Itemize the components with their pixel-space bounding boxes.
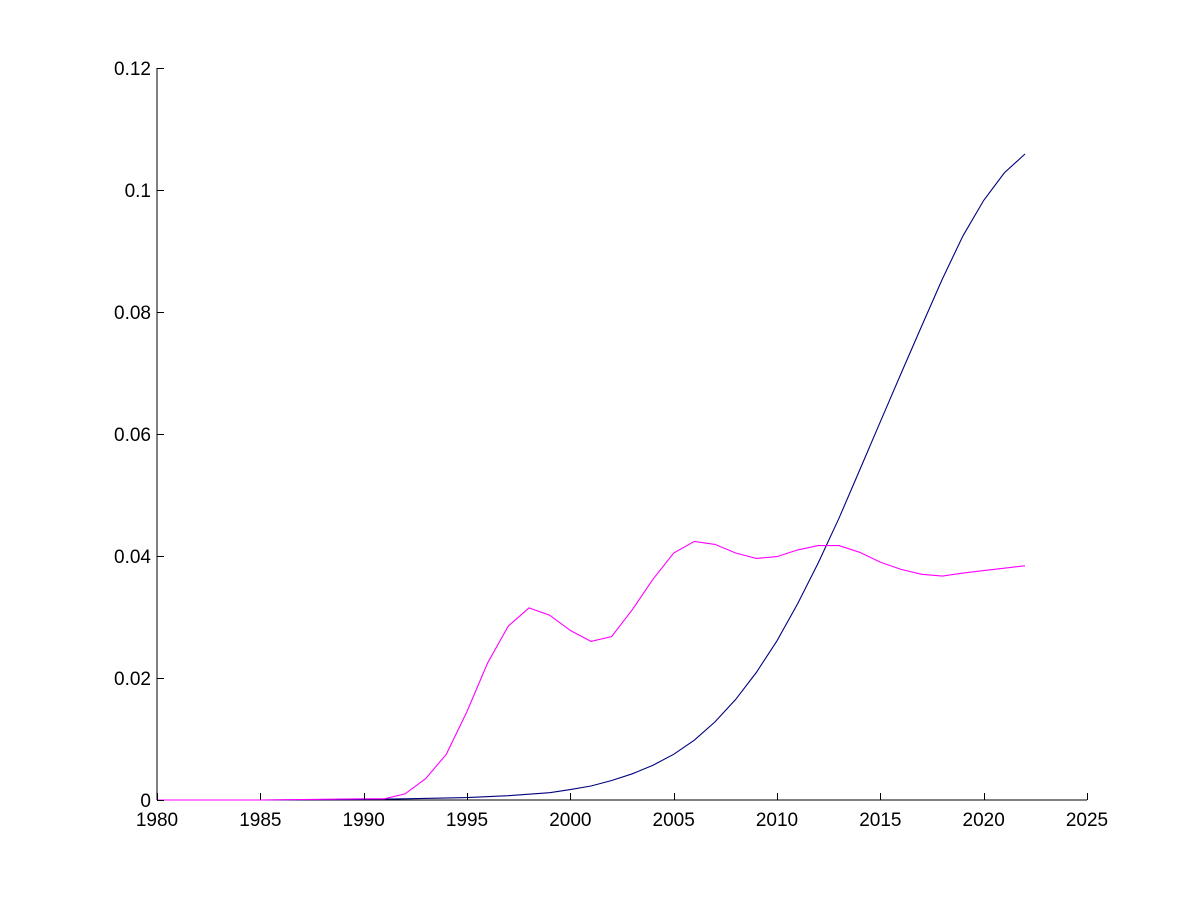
y-tick-label: 0 xyxy=(140,791,151,812)
y-tick-label: 0.06 xyxy=(114,425,151,446)
x-tick-label: 1980 xyxy=(136,810,178,831)
y-tick-label: 0.02 xyxy=(114,669,151,690)
ticks-group: 1980 1985 1990 1995 2000 2005 2010 2015 2020 2025… xyxy=(114,59,1108,831)
x-tick-label: 1990 xyxy=(343,810,385,831)
x-tick-label: 2010 xyxy=(756,810,798,831)
series-group xyxy=(157,153,1026,801)
x-tick-label: 2000 xyxy=(549,810,591,831)
y-tick-label: 0.12 xyxy=(114,59,151,80)
x-tick-label: 1985 xyxy=(239,810,281,831)
axes xyxy=(156,68,1087,801)
y-tick-label: 0.04 xyxy=(114,547,151,568)
x-tick-label: 2025 xyxy=(1066,810,1108,831)
x-tick-label: 2005 xyxy=(653,810,695,831)
series-line-2 xyxy=(157,540,1026,801)
x-tick-label: 1995 xyxy=(446,810,488,831)
y-tick-label: 0.1 xyxy=(125,181,151,202)
y-tick-label: 0.08 xyxy=(114,303,151,324)
x-tick-label: 2020 xyxy=(963,810,1005,831)
series-line-1 xyxy=(157,153,1026,801)
x-tick-label: 2015 xyxy=(859,810,901,831)
